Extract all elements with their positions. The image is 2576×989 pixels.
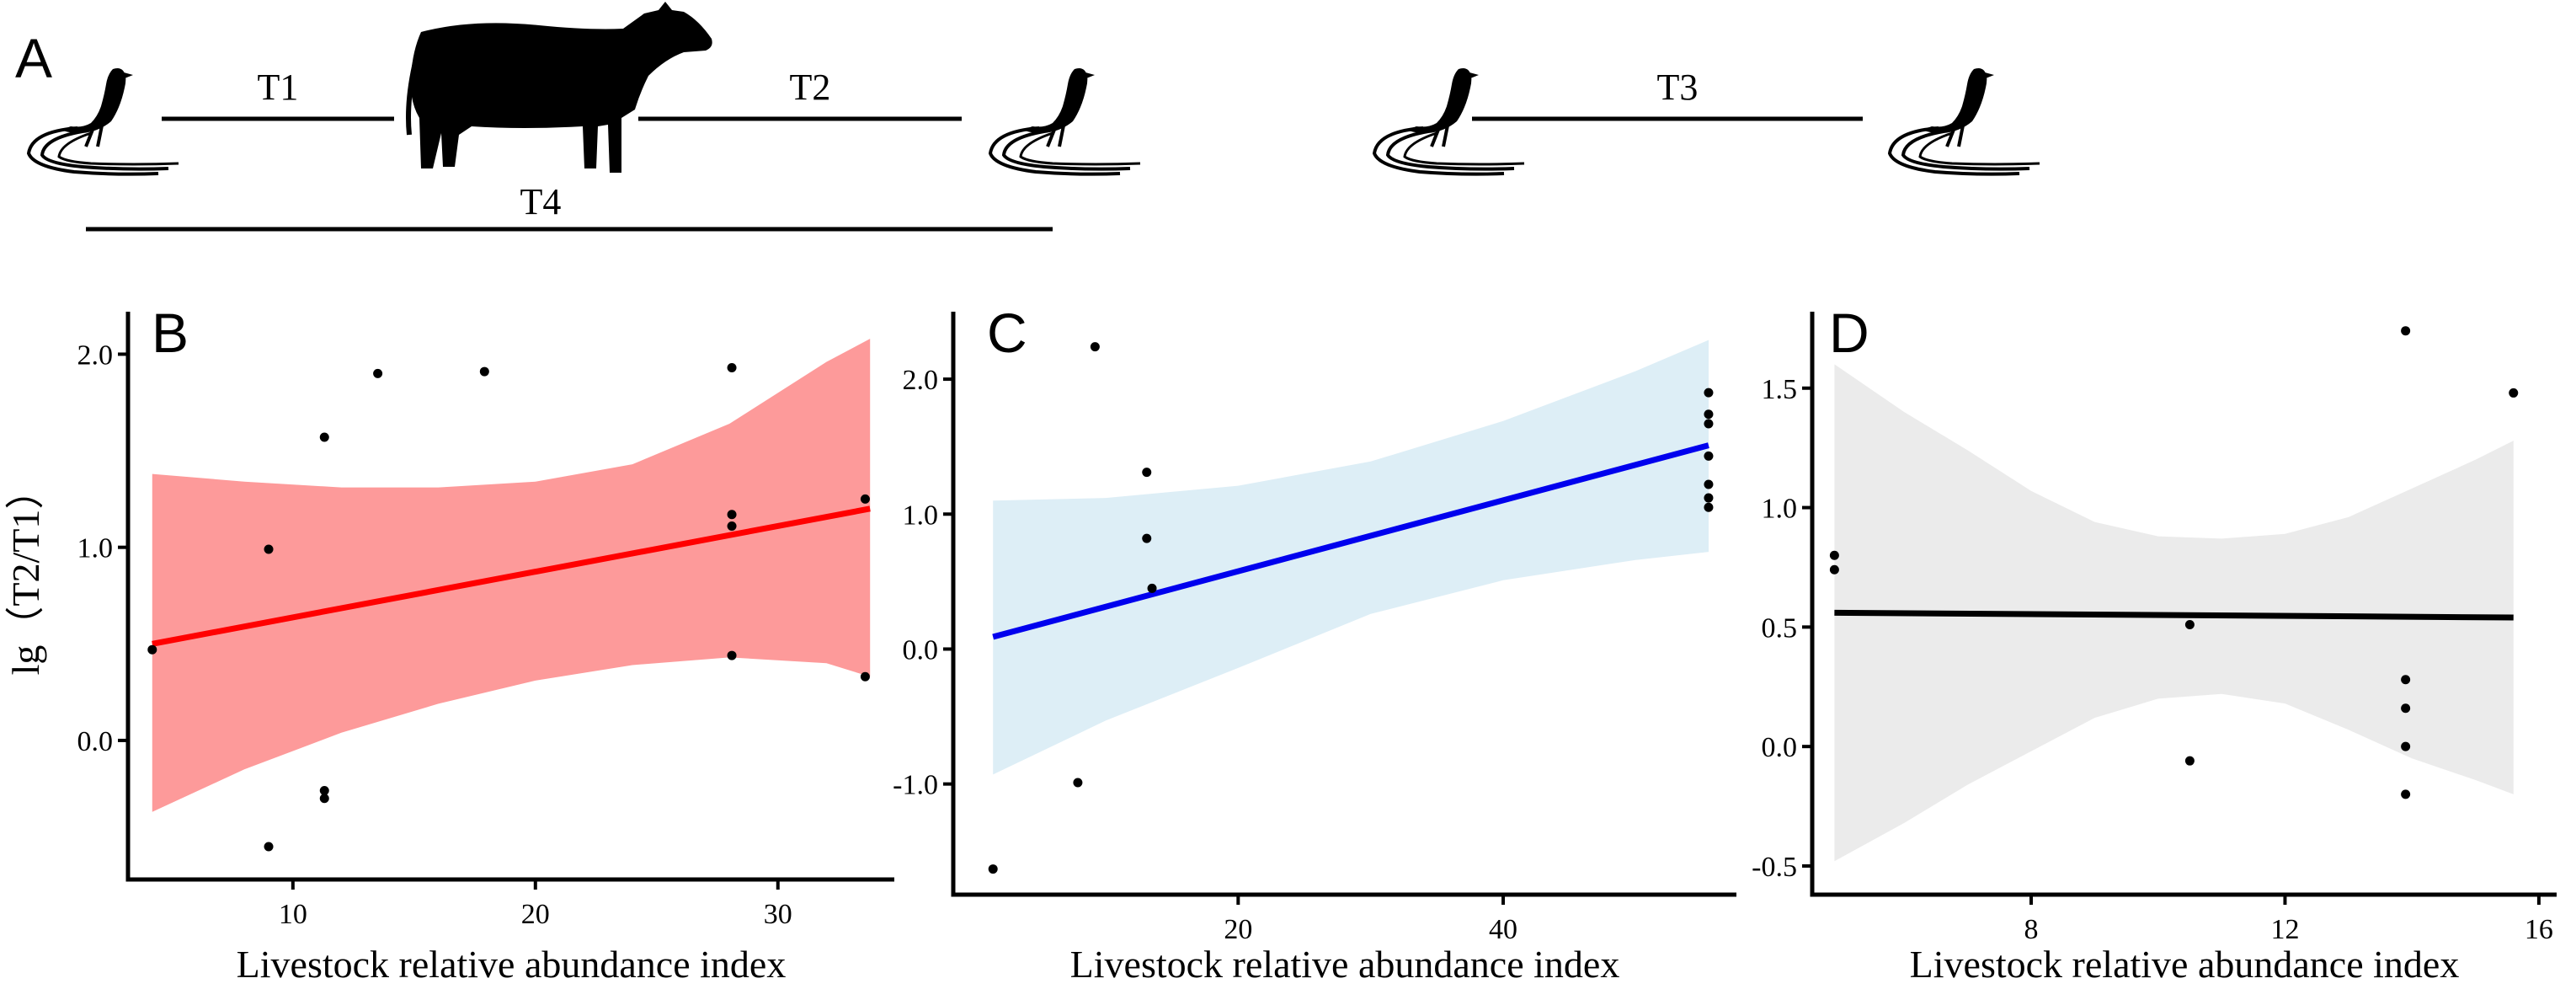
x-tick-label: 16	[2525, 914, 2553, 945]
data-point	[988, 864, 998, 874]
data-point	[1142, 533, 1152, 543]
x-tick-label: 40	[1489, 914, 1517, 945]
data-point	[2184, 620, 2195, 630]
data-point	[1073, 778, 1083, 788]
y-tick-label: 1.0	[903, 500, 939, 531]
y-tick-label: 2.0	[903, 365, 939, 396]
y-tick-label: 1.0	[77, 533, 114, 564]
data-point	[2401, 326, 2411, 336]
regression-line-b	[152, 505, 871, 647]
y-tick-label: -1.0	[893, 770, 938, 801]
data-point	[2401, 741, 2411, 751]
data-point	[1704, 493, 1714, 503]
panel-letter-c: C	[987, 302, 1027, 364]
data-point	[1829, 550, 1839, 560]
y-axis-label: lg（T2/T1）	[4, 471, 47, 676]
data-point	[2401, 703, 2411, 714]
y-tick-label: 0.0	[77, 726, 114, 757]
x-tick-label: 10	[279, 899, 307, 930]
data-point	[319, 432, 329, 442]
panel-letter-a: A	[15, 27, 52, 89]
panel-b: B 0.0 1.0 2.0 10 20 30 Livestock relative abun…	[77, 302, 894, 986]
data-point	[860, 671, 870, 682]
segment-label-t2: T2	[790, 67, 831, 108]
data-point	[1704, 451, 1714, 461]
cow-icon	[406, 2, 712, 173]
data-point	[727, 650, 737, 660]
data-point	[1829, 564, 1839, 575]
data-point	[1704, 419, 1714, 429]
panel-d: D -0.5 0.0 0.5 1.0 1.5 8 12 16 Livestock relativ…	[1752, 302, 2557, 986]
y-tick-label: 0.5	[1762, 612, 1798, 644]
segment-label-t1: T1	[258, 67, 299, 108]
pheasant-icon	[1888, 67, 2041, 176]
x-tick-label: 20	[1224, 914, 1252, 945]
pheasant-icon	[989, 67, 1142, 176]
data-point	[727, 521, 737, 531]
data-point	[2401, 675, 2411, 685]
panel-letter-b: B	[152, 302, 189, 364]
x-tick-label: 30	[764, 899, 792, 930]
y-tick-label: 0.0	[903, 634, 939, 666]
regression-line-c	[992, 442, 1709, 640]
data-point	[1090, 342, 1100, 352]
y-tick-label: 2.0	[77, 339, 114, 371]
data-point	[1704, 409, 1714, 420]
x-tick-label: 12	[2270, 914, 2299, 945]
y-tick-label: 0.0	[1762, 732, 1798, 763]
data-point	[264, 842, 274, 852]
pheasant-icon	[1373, 67, 1526, 176]
data-point	[479, 366, 489, 377]
data-point	[319, 794, 329, 804]
segment-label-t4: T4	[520, 181, 562, 222]
data-point	[1704, 479, 1714, 489]
data-point	[1704, 502, 1714, 512]
data-point	[727, 510, 737, 520]
data-point	[373, 368, 383, 378]
data-point	[1147, 583, 1157, 593]
x-tick-label: 20	[521, 899, 550, 930]
x-axis-title-b: Livestock relative abundance index	[237, 943, 787, 986]
data-point	[147, 644, 157, 655]
y-tick-label: 1.5	[1762, 374, 1798, 405]
data-point	[1142, 468, 1152, 478]
y-tick-label: -0.5	[1752, 852, 1797, 883]
data-point	[1704, 388, 1714, 398]
segment-label-t3: T3	[1657, 67, 1699, 108]
data-point	[319, 786, 329, 796]
x-tick-label: 8	[2024, 914, 2039, 945]
data-point	[2184, 756, 2195, 766]
x-axis-title-d: Livestock relative abundance index	[1910, 943, 2460, 986]
data-point	[2509, 388, 2519, 398]
regression-line-d	[1834, 609, 2514, 621]
confidence-band-c	[993, 339, 1709, 775]
data-point	[2401, 789, 2411, 799]
data-point	[727, 362, 737, 372]
panel-letter-d: D	[1829, 302, 1869, 364]
y-tick-label: 1.0	[1762, 494, 1798, 525]
x-axis-title-c: Livestock relative abundance index	[1070, 943, 1620, 986]
panel-a: A T1 T2 T3 T4	[15, 2, 2041, 232]
data-point	[264, 544, 274, 554]
data-point	[860, 494, 870, 504]
